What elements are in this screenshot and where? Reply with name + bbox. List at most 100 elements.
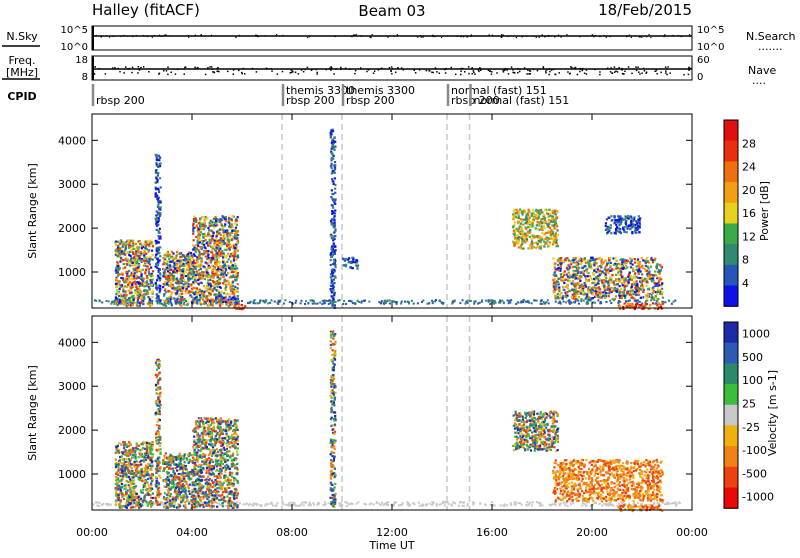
nsearch-dot bbox=[542, 34, 543, 35]
ground-scatter-cell bbox=[365, 503, 367, 505]
nave-dot bbox=[374, 70, 376, 72]
nsearch-dot bbox=[257, 36, 258, 37]
nave-dot bbox=[137, 72, 139, 74]
nsearch-dot bbox=[631, 37, 632, 38]
scatter-cell bbox=[546, 238, 548, 240]
scatter-cell bbox=[152, 270, 154, 272]
ground-scatter-cell bbox=[609, 300, 611, 302]
scatter-cell bbox=[115, 278, 117, 280]
nave-dot bbox=[270, 68, 272, 70]
ground-scatter-cell bbox=[357, 501, 359, 503]
scatter-cell bbox=[560, 257, 562, 259]
scatter-cell bbox=[135, 286, 137, 288]
scatter-cell bbox=[234, 250, 236, 252]
scatter-cell bbox=[330, 252, 332, 254]
cpid-segment-label: rbsp 200 bbox=[96, 94, 145, 107]
colorbar-tick-label: 16 bbox=[742, 207, 756, 220]
scatter-cell bbox=[119, 252, 121, 254]
nsearch-dot bbox=[211, 35, 212, 36]
ground-scatter-cell bbox=[603, 503, 605, 505]
nsearch-dot bbox=[351, 36, 352, 37]
scatter-cell bbox=[157, 172, 159, 174]
scatter-cell bbox=[115, 301, 117, 303]
scatter-cell bbox=[206, 268, 208, 270]
scatter-cell bbox=[553, 291, 555, 293]
scatter-cell bbox=[140, 273, 142, 275]
scatter-cell bbox=[146, 277, 148, 279]
scatter-cell bbox=[148, 271, 150, 273]
ytick-label: 4000 bbox=[58, 134, 86, 147]
scatter-cell bbox=[604, 287, 606, 289]
nave-dot bbox=[292, 71, 294, 73]
scatter-cell bbox=[553, 225, 555, 227]
scatter-cell bbox=[133, 275, 135, 277]
scatter-cell bbox=[623, 292, 625, 294]
scatter-cell bbox=[640, 297, 642, 299]
ground-scatter-cell bbox=[396, 301, 398, 303]
scatter-cell bbox=[164, 288, 166, 290]
ground-scatter-cell bbox=[671, 303, 673, 305]
scatter-cell bbox=[654, 258, 656, 260]
scatter-cell bbox=[607, 286, 609, 288]
ground-scatter-cell bbox=[271, 299, 273, 301]
scatter-cell bbox=[231, 268, 233, 270]
ground-scatter-cell bbox=[583, 300, 585, 302]
nave-dot bbox=[389, 67, 391, 69]
nsearch-dot bbox=[309, 36, 310, 37]
scatter-cell bbox=[628, 225, 630, 227]
scatter-cell bbox=[136, 246, 138, 248]
scatter-cell bbox=[521, 211, 523, 213]
nsearch-dot bbox=[435, 36, 436, 37]
ground-scatter-cell bbox=[474, 300, 476, 302]
nsearch-dot bbox=[467, 36, 468, 37]
nave-dot bbox=[473, 72, 475, 74]
scatter-cell bbox=[129, 251, 131, 253]
scatter-cell bbox=[625, 305, 627, 307]
scatter-cell bbox=[652, 277, 654, 279]
scatter-cell bbox=[230, 298, 232, 300]
scatter-cell bbox=[126, 263, 128, 265]
nsearch-dot bbox=[132, 36, 133, 37]
scatter-cell bbox=[551, 215, 553, 217]
scatter-cell bbox=[203, 216, 205, 218]
scatter-cell bbox=[231, 303, 233, 305]
scatter-cell bbox=[555, 216, 557, 218]
scatter-cell bbox=[331, 204, 333, 206]
scatter-cell bbox=[603, 279, 605, 281]
nave-dot bbox=[474, 73, 476, 75]
scatter-cell bbox=[132, 244, 134, 246]
nave-dot bbox=[638, 71, 640, 73]
scatter-cell bbox=[193, 253, 195, 255]
scatter-cell bbox=[139, 282, 141, 284]
scatter-cell bbox=[562, 260, 564, 262]
scatter-cell bbox=[192, 233, 194, 235]
ground-scatter-cell bbox=[215, 302, 217, 304]
scatter-cell bbox=[533, 242, 535, 244]
nsearch-dot bbox=[558, 35, 559, 36]
ground-scatter-cell bbox=[637, 300, 639, 302]
scatter-cell bbox=[202, 265, 204, 267]
ground-scatter-cell bbox=[330, 302, 332, 304]
scatter-cell bbox=[235, 227, 237, 229]
scatter-cell bbox=[573, 257, 575, 259]
scatter-cell bbox=[190, 271, 192, 273]
nave-dot bbox=[656, 73, 658, 75]
scatter-cell bbox=[123, 294, 125, 296]
scatter-cell bbox=[525, 222, 527, 224]
scatter-cell bbox=[607, 292, 609, 294]
scatter-cell bbox=[515, 228, 517, 230]
scatter-cell bbox=[136, 270, 138, 272]
ground-scatter-cell bbox=[401, 301, 403, 303]
scatter-cell bbox=[596, 262, 598, 264]
scatter-cell bbox=[199, 266, 201, 268]
scatter-cell bbox=[222, 256, 224, 258]
scatter-cell bbox=[142, 295, 144, 297]
scatter-cell bbox=[201, 248, 203, 250]
nave-dot bbox=[267, 68, 269, 70]
ground-scatter-cell bbox=[301, 501, 303, 503]
scatter-cell bbox=[198, 251, 200, 253]
nsearch-dot bbox=[361, 36, 362, 37]
scatter-cell bbox=[225, 301, 227, 303]
scatter-cell bbox=[548, 219, 550, 221]
scatter-cell bbox=[556, 225, 558, 227]
